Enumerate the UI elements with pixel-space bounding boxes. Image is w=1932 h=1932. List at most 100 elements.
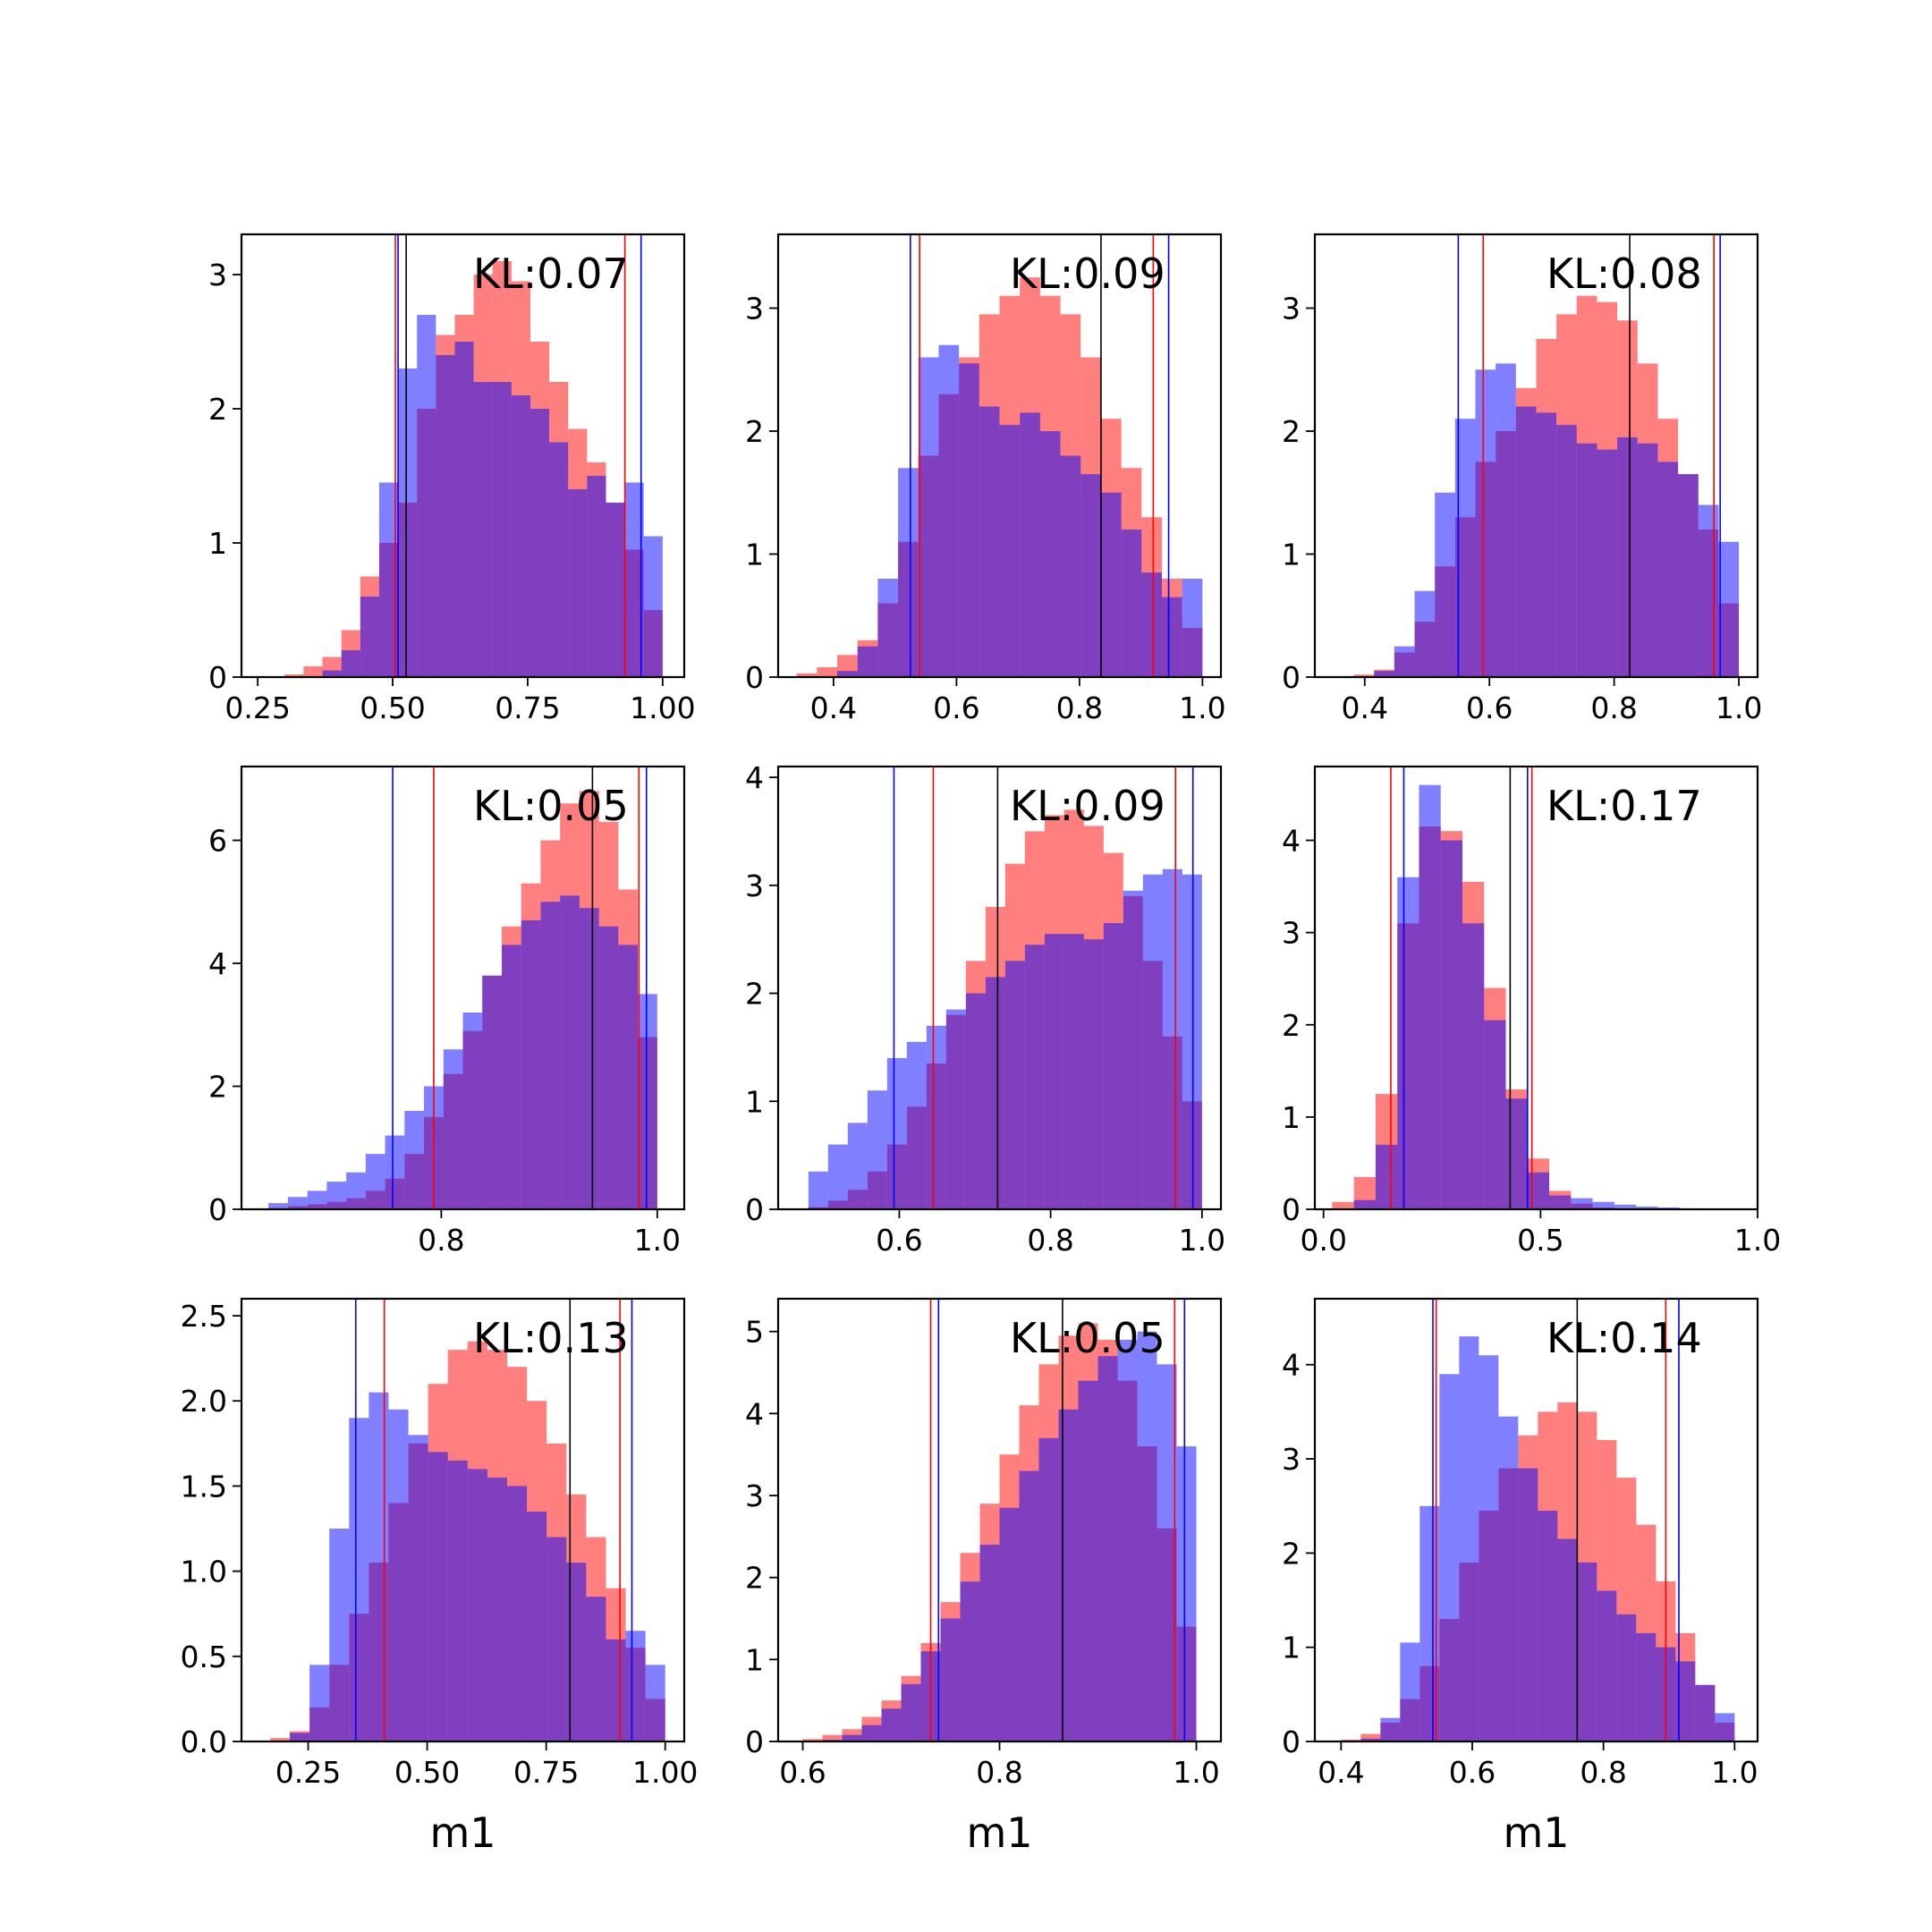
plot-area: [802, 1299, 1197, 1741]
y-tick-label: 3: [745, 292, 764, 326]
blue-histogram-bar: [1020, 412, 1040, 677]
blue-histogram-bar: [349, 1418, 369, 1741]
blue-histogram-bar: [898, 468, 919, 677]
blue-histogram-bar: [1515, 406, 1537, 677]
blue-histogram-bar: [1038, 1437, 1059, 1741]
x-tick-label: 0.75: [513, 1755, 579, 1790]
y-tick-label: 2: [745, 977, 764, 1012]
blue-histogram-bar: [965, 993, 986, 1209]
blue-histogram-bar: [1039, 431, 1061, 677]
blue-histogram-bar: [568, 489, 588, 677]
blue-histogram-bar: [1397, 877, 1419, 1209]
blue-histogram-bar: [408, 1435, 428, 1741]
blue-histogram-bar: [1044, 934, 1064, 1209]
plot-area: [269, 1299, 665, 1741]
blue-histogram-bar: [1097, 1356, 1118, 1741]
blue-histogram-bar: [1715, 1713, 1735, 1741]
blue-histogram-bar: [877, 579, 899, 677]
blue-histogram-bar: [540, 902, 561, 1209]
blue-histogram-bar: [940, 1618, 961, 1741]
red-histogram-bar: [1332, 1201, 1354, 1209]
blue-histogram-bar: [1024, 945, 1045, 1209]
blue-histogram-bar: [945, 1009, 966, 1209]
plot-area: [284, 234, 663, 677]
red-histogram-bar: [822, 1734, 843, 1741]
y-tick-label: 0: [745, 660, 764, 695]
blue-histogram-bar: [827, 1144, 848, 1209]
blue-histogram-bar: [1527, 1172, 1550, 1209]
x-tick-label: 1.0: [1716, 691, 1762, 725]
blue-histogram-bar: [1182, 874, 1202, 1209]
y-tick-label: 3: [1282, 916, 1301, 951]
subplot-6: 0.0 0.5 1.0 0 1 2 3 4 KL:0.17: [1282, 765, 1781, 1258]
y-tick-label: 1: [1282, 538, 1301, 572]
blue-histogram-bar: [467, 1469, 487, 1741]
blue-histogram-bar: [462, 1013, 483, 1209]
blue-histogram-bar: [360, 597, 379, 677]
kl-annotation: KL:0.07: [473, 250, 629, 298]
blue-histogram-bar: [492, 382, 512, 677]
blue-histogram-bar: [979, 1545, 1000, 1741]
x-axis-label: m1: [1503, 1809, 1569, 1857]
x-tick-label: 0.25: [225, 691, 290, 725]
blue-histogram-bar: [867, 1090, 887, 1209]
blue-histogram-bar: [1636, 1206, 1658, 1209]
blue-histogram-bar: [1675, 1661, 1696, 1741]
kl-annotation: KL:0.14: [1546, 1314, 1702, 1362]
blue-histogram-bar: [1479, 1355, 1499, 1741]
blue-histogram-bar: [645, 1665, 665, 1741]
plot-area: [268, 767, 657, 1209]
blue-histogram-bar: [521, 919, 541, 1209]
y-tick-label: 0.0: [181, 1724, 227, 1759]
y-tick-label: 3: [208, 258, 227, 292]
axes-frame: [240, 233, 686, 679]
blue-histogram-bar: [598, 926, 619, 1209]
y-tick-label: 0: [745, 1724, 764, 1759]
blue-histogram-bar: [369, 1392, 389, 1741]
blue-histogram-bar: [1536, 412, 1557, 677]
y-tick-label: 1: [1282, 1631, 1301, 1665]
y-tick-label: 1.0: [181, 1555, 227, 1589]
x-tick-label: 1.00: [630, 691, 695, 725]
blue-histogram-bar: [999, 1507, 1020, 1741]
x-tick-label: 0.6: [1449, 1755, 1496, 1790]
blue-histogram-bar: [287, 1197, 308, 1209]
kl-annotation: KL:0.08: [1546, 250, 1702, 298]
blue-histogram-bar: [1616, 1614, 1637, 1741]
y-tick-label: 0: [208, 1192, 227, 1227]
blue-histogram-bar: [511, 395, 530, 677]
blue-histogram-bar: [385, 1135, 405, 1209]
blue-histogram-bar: [346, 1172, 366, 1209]
blue-histogram-bar: [1459, 1336, 1479, 1741]
subplot-1: 0.25 0.50 0.75 1.00 0 1 2 3 KL:0.07: [208, 233, 696, 725]
blue-histogram-bar: [1414, 590, 1436, 677]
blue-histogram-bar: [606, 1639, 626, 1741]
y-tick-label: 4: [1282, 1348, 1301, 1383]
blue-histogram-bar: [979, 406, 1000, 677]
y-tick-label: 4: [208, 946, 227, 981]
x-tick-label: 1.0: [1179, 691, 1225, 725]
axes-frame: [1313, 1297, 1759, 1743]
blue-histogram-bar: [808, 1171, 828, 1209]
blue-histogram-bar: [1556, 425, 1577, 677]
y-tick-label: 1: [745, 538, 764, 572]
blue-histogram-bar: [1505, 1098, 1528, 1209]
axes-frame: [776, 233, 1223, 679]
blue-histogram-bar: [985, 977, 1005, 1209]
blue-histogram-bar: [326, 1182, 347, 1209]
blue-histogram-bar: [901, 1683, 921, 1741]
blue-histogram-bar: [1614, 1204, 1637, 1209]
blue-histogram-bar: [1698, 504, 1719, 677]
blue-histogram-bar: [417, 315, 436, 677]
blue-histogram-bar: [1100, 492, 1122, 677]
blue-histogram-bar: [861, 1724, 882, 1741]
blue-histogram-bar: [624, 482, 644, 677]
subplot-4: 0.8 1.0 0 2 4 6 KL:0.05: [208, 765, 686, 1258]
blue-histogram-bar: [1380, 1717, 1401, 1741]
blue-histogram-bar: [857, 646, 878, 677]
blue-histogram-bar: [1080, 474, 1101, 677]
blue-histogram-bar: [960, 1581, 980, 1741]
red-histogram-bar: [303, 666, 323, 677]
blue-histogram-bar: [1454, 419, 1476, 677]
